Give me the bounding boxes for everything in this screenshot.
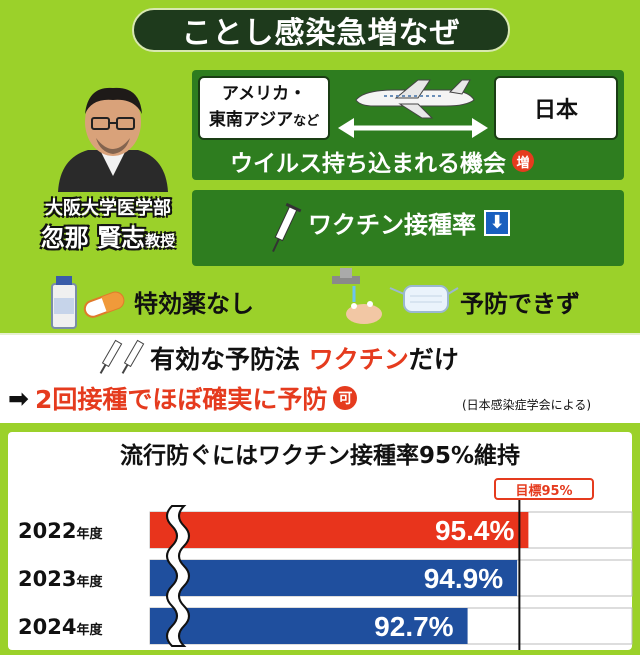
airplane-arrow-icon [338, 79, 488, 138]
bar-2023 [150, 560, 518, 596]
only-method-line: 有効な予防法 ワクチンだけ [150, 340, 459, 376]
professor-rank: 教授 [145, 232, 176, 250]
title-bar: ことし感染急増なぜ [132, 8, 510, 52]
syringes-icon [99, 339, 145, 374]
medicine-icon [51, 276, 125, 329]
professor-affiliation: 大阪大学医学部 [45, 198, 171, 219]
target-label: 目標95% [494, 478, 594, 500]
category-label: 2024年度 [18, 615, 103, 639]
source-region-line2-wrap: 東南アジアなど [209, 107, 319, 135]
professor-name: 忽那 賢志 [40, 224, 146, 252]
only-method-highlight: ワクチン [308, 345, 409, 374]
airplane-icon [355, 79, 475, 119]
professor-photo [48, 80, 178, 192]
two-dose-text: 2回接種でほぼ確実に予防 [34, 385, 328, 414]
syringe-icon [272, 202, 302, 252]
page-title: ことし感染急増なぜ [181, 16, 461, 51]
source-region-line2: 東南アジア [208, 110, 294, 130]
no-prevention-label: 予防できず [460, 290, 580, 318]
source-region-box: アメリカ・ 東南アジアなど [198, 76, 330, 140]
professor-name-line: 忽那 賢志教授 [20, 218, 196, 253]
category-label: 2023年度 [18, 567, 103, 591]
category-label: 2022年度 [18, 519, 103, 543]
bar-value-label: 95.4% [435, 515, 514, 546]
bar-2024 [150, 608, 468, 644]
chart-title: 流行防ぐにはワクチン接種率95%維持 [119, 443, 521, 469]
two-dose-line: ➡ 2回接種でほぼ確実に予防 可 [8, 380, 358, 416]
down-arrow-icon: ⬇ [484, 209, 510, 236]
increase-badge: 増 [512, 150, 534, 172]
only-method-prefix: 有効な予防法 [150, 345, 309, 374]
right-arrow-icon: ➡ [8, 383, 29, 413]
virus-import-caption: ウイルス持ち込まれる機会 増 [230, 144, 620, 178]
virus-import-text: ウイルス持ち込まれる機会 [230, 151, 506, 177]
handwash-mask-icon [332, 268, 459, 324]
axis-break-marker [166, 505, 190, 647]
destination-box: 日本 [494, 76, 618, 140]
source-region-suffix: など [293, 114, 320, 129]
vaccine-rate-caption: ワクチン接種率 ⬇ [308, 205, 640, 240]
source-note: (日本感染症学会による) [462, 398, 592, 412]
vaccine-rate-panel [192, 190, 624, 266]
only-method-suffix: だけ [408, 345, 459, 374]
bar-value-label: 94.9% [424, 563, 503, 594]
bar-2022 [150, 512, 529, 548]
source-region-line1: アメリカ・ [221, 84, 307, 104]
vaccine-rate-text: ワクチン接種率 [308, 211, 476, 239]
no-cure-label: 特効薬なし [134, 290, 254, 318]
bar-value-label: 92.7% [374, 611, 453, 642]
vaccine-info-panel [0, 333, 640, 423]
possible-badge: 可 [333, 386, 358, 410]
